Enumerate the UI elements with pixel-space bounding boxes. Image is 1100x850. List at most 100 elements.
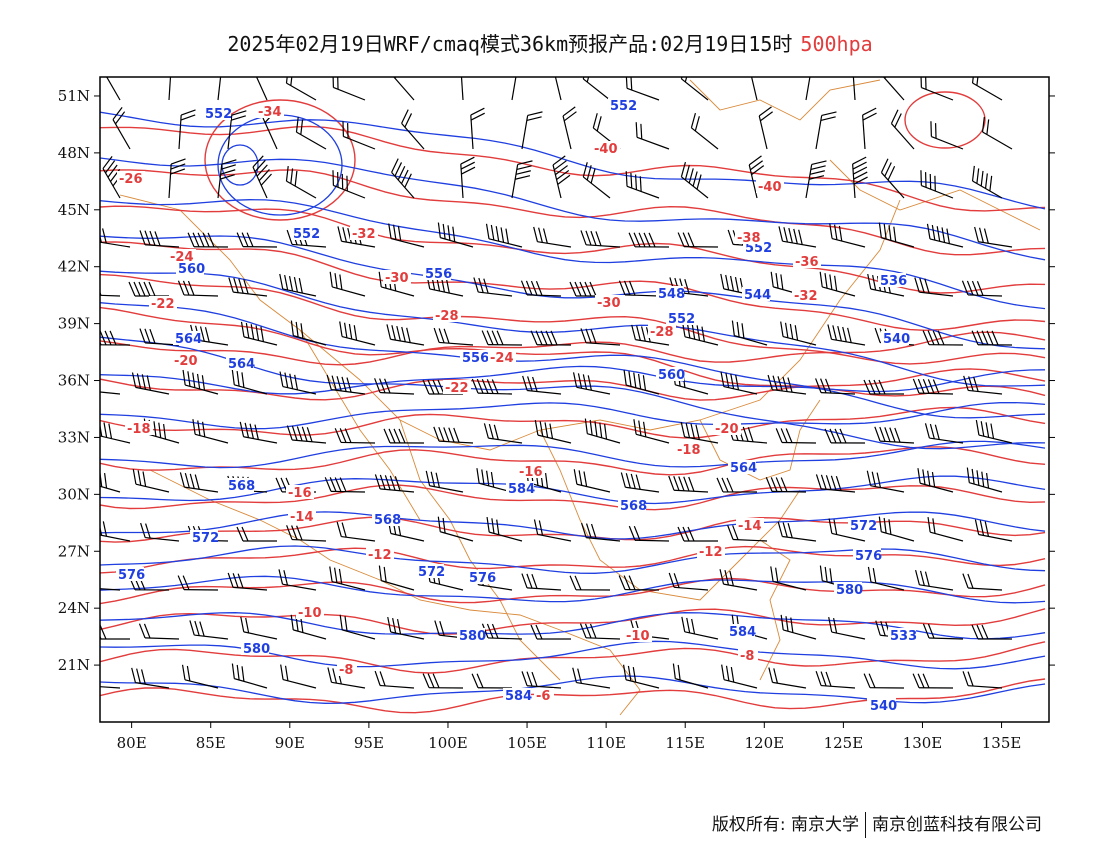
wind-barb [227, 572, 268, 591]
wind-barb [866, 470, 905, 493]
wind-barb [552, 155, 571, 199]
temperature-label: -10 [626, 629, 650, 644]
wind-barb [329, 566, 366, 591]
temperature-label: -8 [339, 663, 353, 678]
height-contour [100, 401, 1046, 430]
wind-barb [481, 330, 523, 346]
temperature-low-contour [204, 99, 356, 221]
wind-barb [930, 121, 964, 150]
height-label: 560 [178, 262, 205, 277]
wind-barb [878, 222, 915, 248]
temperature-label-bg [792, 288, 820, 302]
wind-barb [460, 156, 476, 199]
wind-barb [862, 107, 877, 150]
wind-barb [778, 226, 817, 248]
wind-barb [280, 664, 317, 689]
wind-barb [890, 109, 915, 150]
wind-barb [677, 232, 719, 248]
height-low-contour [217, 114, 343, 216]
height-label: 564 [228, 357, 255, 372]
wind-barb [719, 569, 758, 591]
wind-barb [680, 77, 709, 101]
wind-barb [829, 223, 866, 248]
height-label: 584 [505, 689, 532, 704]
wind-barb [471, 673, 513, 689]
copyright-right: 南京创蓝科技有限公司 [872, 815, 1042, 835]
footer-separator [865, 812, 866, 838]
wind-barb [279, 273, 317, 297]
wind-barb [920, 170, 954, 199]
wind-barb [485, 223, 523, 248]
height-label: 552 [205, 107, 232, 122]
temperature-label-bg [595, 295, 623, 309]
height-label: 580 [836, 583, 863, 598]
height-label: 576 [118, 568, 145, 583]
wind-barb [425, 470, 464, 493]
wind-barb [486, 516, 523, 542]
height-label-bg [416, 564, 444, 578]
temperature-label: -24 [490, 351, 514, 366]
wind-barb [962, 573, 1003, 591]
wind-barb [285, 165, 317, 199]
height-label-bg [291, 226, 319, 240]
wind-barb [677, 526, 719, 542]
wind-barb [252, 77, 268, 101]
wind-barb [668, 572, 709, 591]
wind-barb [511, 160, 533, 199]
province-border [149, 469, 641, 716]
wind-barb [819, 271, 856, 297]
wind-barb [140, 522, 180, 542]
wind-barb [239, 421, 278, 444]
wind-barb [520, 280, 562, 297]
wind-barb [401, 109, 425, 150]
height-label-bg [656, 367, 684, 381]
wind-barb [863, 673, 905, 689]
wind-barb [721, 664, 758, 689]
temperature-contour [100, 641, 1046, 674]
wind-barb [460, 77, 464, 101]
height-contour [100, 336, 1046, 450]
lat-tick-label: 36N [58, 372, 90, 390]
height-label: 564 [730, 461, 757, 476]
temperature-closed-contour [904, 91, 986, 149]
wind-barb [533, 226, 572, 248]
wind-barb [815, 474, 856, 493]
height-contour [100, 302, 1046, 419]
temperature-label: -16 [519, 465, 543, 480]
height-label: 556 [425, 267, 452, 282]
wind-barb [100, 685, 121, 689]
temperature-label-bg [350, 226, 378, 240]
wind-barb [374, 474, 415, 493]
temperature-label: -8 [740, 649, 754, 664]
temperature-label-bg [738, 648, 758, 662]
wind-barb [295, 116, 327, 150]
temperature-label-bg [286, 485, 314, 499]
height-label: 580 [459, 629, 486, 644]
height-label: 584 [729, 625, 756, 640]
wind-barb [912, 673, 954, 689]
height-label: 560 [658, 368, 685, 383]
height-label: 572 [850, 519, 877, 534]
wind-barb [471, 378, 513, 395]
temperature-label: -40 [594, 142, 618, 157]
wind-barb [102, 77, 121, 101]
height-label: 568 [228, 479, 255, 494]
wind-barb [618, 575, 660, 591]
wind-barb [668, 475, 709, 493]
wind-barb [912, 378, 954, 395]
height-label-bg [881, 331, 909, 345]
wind-barb [573, 469, 611, 493]
height-label-bg [241, 641, 269, 655]
wind-barb [975, 419, 1013, 444]
province-border [699, 399, 821, 481]
province-border [689, 79, 881, 121]
temperature-contour [100, 577, 1046, 605]
wind-barb [383, 428, 425, 444]
wind-barb [387, 616, 425, 640]
wind-barb [339, 321, 376, 346]
temperature-contours [100, 91, 1046, 714]
wind-barb [926, 223, 964, 248]
height-label-bg [888, 628, 916, 642]
lat-tick-label: 42N [58, 258, 90, 276]
wind-barb [780, 614, 817, 640]
